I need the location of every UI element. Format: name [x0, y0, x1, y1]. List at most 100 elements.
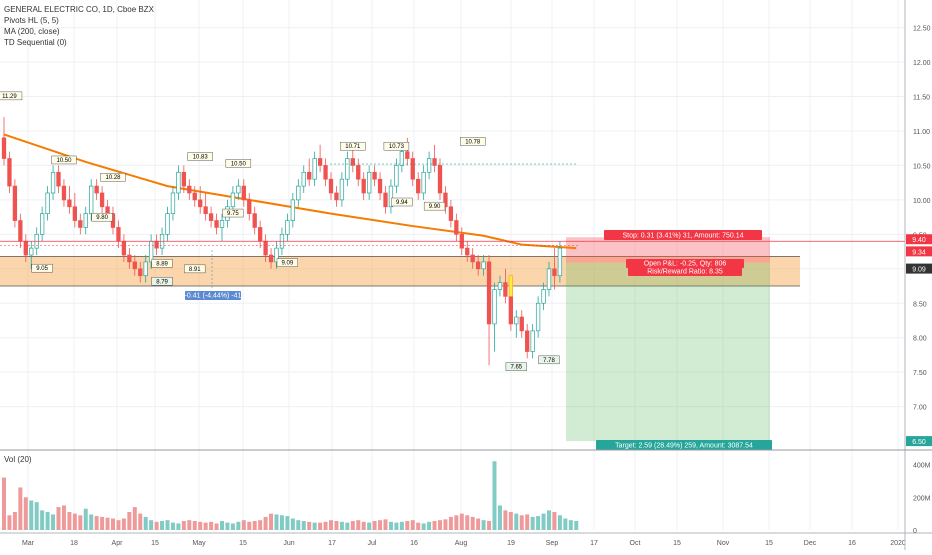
pivot-label-box [0, 91, 23, 101]
volume-bar [105, 517, 110, 530]
legend-indicator-ma[interactable]: MA (200, close) [4, 27, 60, 36]
pivot-label: 9.05 [36, 266, 48, 272]
candle-body [263, 240, 268, 256]
candle-body [39, 213, 45, 235]
volume-bar [329, 520, 333, 530]
candle-body [383, 192, 388, 208]
candle-body [181, 171, 187, 187]
pivot-label: 10.50 [231, 161, 247, 167]
volume-bar [149, 520, 154, 530]
candle-body [192, 192, 197, 201]
candle-body [78, 220, 83, 228]
candle-body [274, 247, 279, 263]
volume-bar [459, 513, 464, 530]
highlight-candle [508, 275, 513, 297]
volume-bar [56, 507, 61, 530]
candle-body [416, 178, 421, 194]
candle-body [72, 206, 78, 221]
volume-bar [187, 520, 192, 530]
volume-bar [12, 512, 17, 530]
level-tag-current [906, 246, 932, 257]
volume-bar [497, 505, 502, 530]
volume-tick-label: 400M [913, 463, 931, 470]
target-annotation-box [596, 440, 772, 450]
legend-symbol[interactable]: GENERAL ELECTRIC CO, 1D, Cboe BZX [4, 5, 154, 14]
volume-bars [2, 461, 579, 530]
volume-bar [274, 514, 279, 530]
volume-bar [481, 520, 486, 530]
pivot-label-box [276, 258, 298, 267]
candle-body [514, 316, 519, 325]
volume-bar [574, 521, 579, 530]
volume-bar [296, 520, 301, 530]
x-tick-label: Sep [546, 540, 559, 547]
volume-bar [263, 516, 268, 530]
candle-body [339, 178, 345, 201]
volume-bar [563, 518, 568, 530]
candle-body [476, 261, 481, 270]
candle-body [18, 220, 23, 242]
candle-body [56, 171, 61, 187]
volume-bar [83, 508, 88, 530]
volume-bar [40, 510, 45, 530]
volume-bar [236, 521, 241, 530]
candle-body [301, 171, 306, 187]
candle-body [465, 247, 470, 256]
x-tick-label: 15 [765, 540, 773, 547]
volume-bar [508, 512, 513, 530]
volume-bar [89, 514, 94, 530]
volume-bar [154, 521, 159, 530]
level-label-stop: 9.40 [912, 237, 926, 244]
candles [1, 117, 563, 366]
candle-body [149, 240, 154, 263]
candle-body [127, 254, 132, 263]
volume-bar [18, 487, 23, 530]
volume-bar [334, 521, 339, 530]
volume-tick-label: 0 [913, 528, 917, 535]
candle-body [410, 158, 415, 180]
x-tick-label: 18 [70, 540, 78, 547]
stop-annotation-box [604, 230, 762, 240]
x-tick-label: Mar [22, 540, 35, 547]
legend-indicator-td[interactable]: TD Sequential (0) [4, 38, 67, 47]
candle-body [247, 199, 252, 215]
candle-body [345, 158, 350, 180]
x-tick-label: Jul [368, 540, 377, 547]
volume-tick-label: 200M [913, 495, 931, 502]
pivot-label: 9.94 [396, 200, 408, 206]
candle-body [89, 185, 94, 215]
x-tick-label: 17 [328, 540, 336, 547]
pivot-label-box [222, 208, 244, 218]
volume-bar [51, 514, 56, 530]
volume-bar [241, 520, 246, 530]
candle-body [143, 261, 148, 277]
price-tick-label: 10.50 [913, 163, 931, 170]
stop-annotation: Stop: 0.31 (3.41%) 31, Amount: 750.14 [622, 233, 743, 240]
pivot-label-box [51, 155, 77, 165]
level-label-entry: 9.09 [912, 267, 926, 274]
volume-bar [111, 518, 115, 530]
volume-bar [378, 520, 383, 530]
candle-body [252, 213, 257, 228]
legend-indicator-pivots[interactable]: Pivots HL (5, 5) [4, 16, 59, 25]
level-label-current: 9.34 [912, 249, 926, 256]
pivot-label-box [391, 197, 413, 207]
x-tick-label: 15 [673, 540, 681, 547]
candle-body [203, 206, 208, 215]
x-tick-label: Aug [455, 540, 468, 547]
candle-body [388, 185, 394, 208]
candle-body [132, 261, 137, 270]
candle-body [356, 165, 361, 180]
volume-bar [143, 516, 148, 530]
volume-bar [519, 515, 524, 530]
volume-legend[interactable]: Vol (20) [4, 455, 32, 464]
pivot-label: 10.28 [105, 175, 121, 181]
volume-bar [465, 515, 470, 530]
volume-bar [541, 513, 546, 530]
candle-body [312, 158, 317, 180]
candle-body [296, 185, 301, 201]
volume-bar [78, 515, 83, 530]
volume-bar [138, 513, 143, 530]
